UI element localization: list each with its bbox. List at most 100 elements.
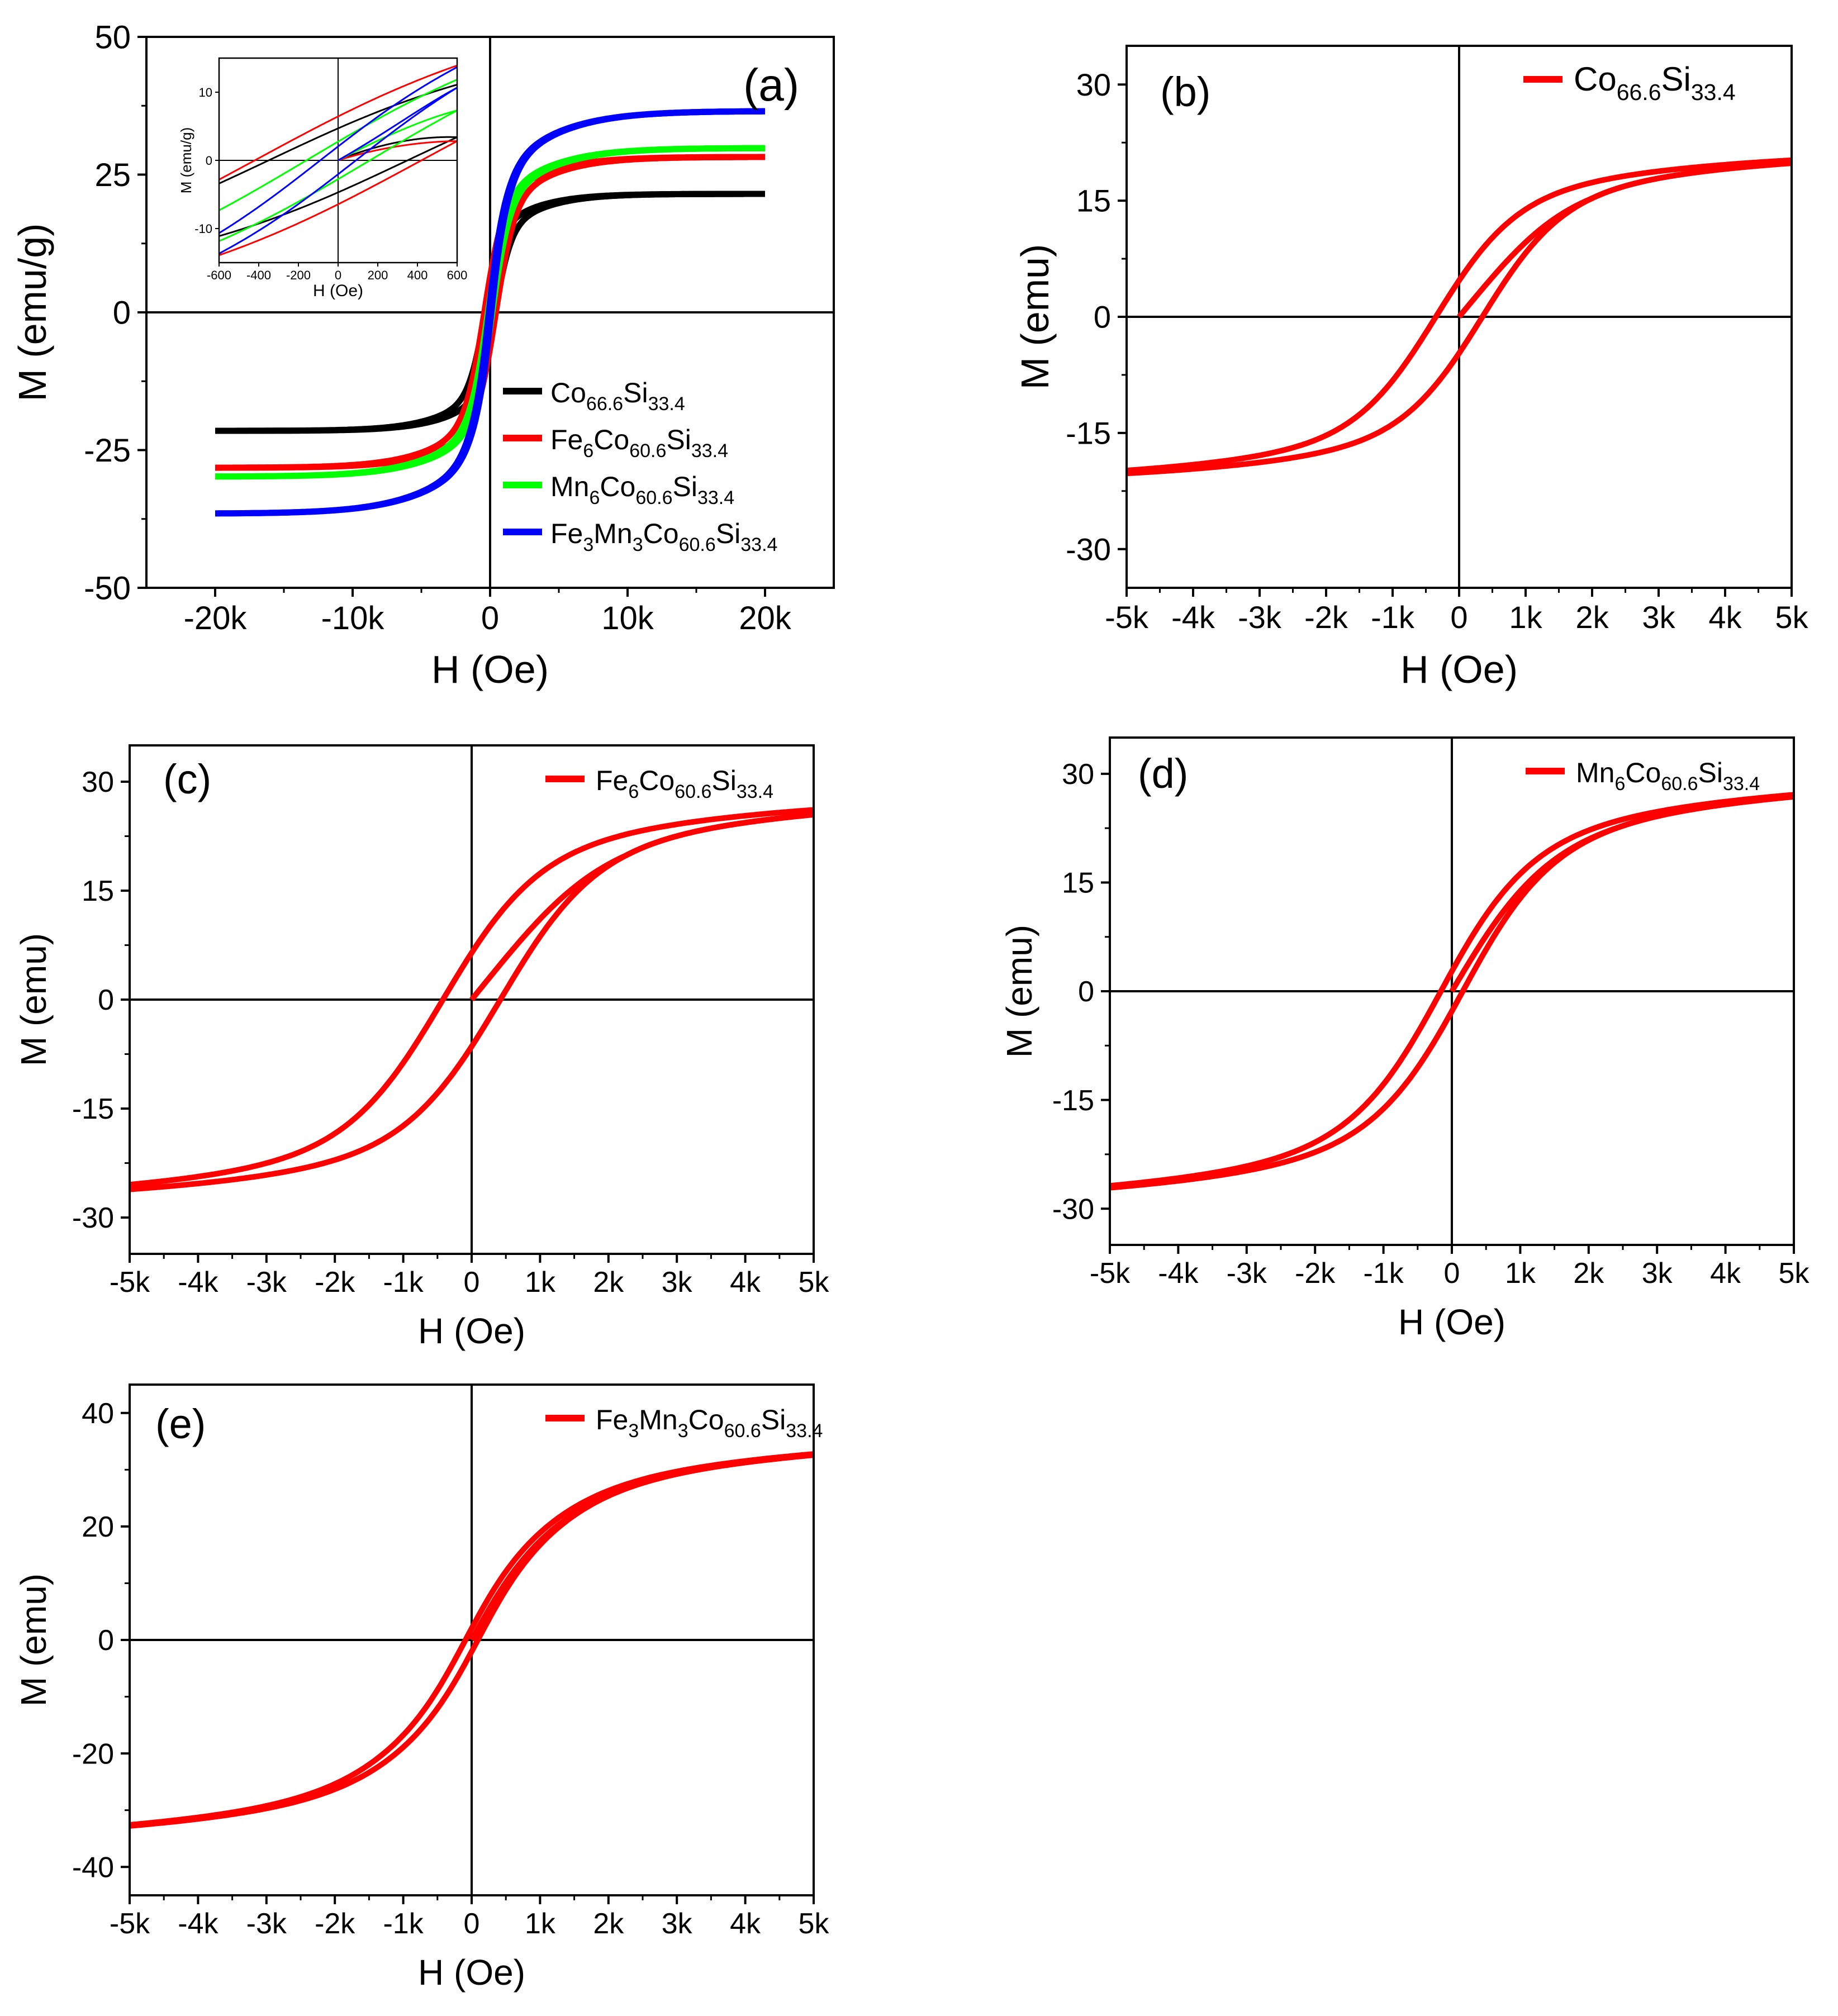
legend-label-part: Si [711, 765, 736, 796]
y-tick-label: -25 [84, 432, 131, 469]
legend-d: Mn6Co60.6Si33.4 [1526, 757, 1760, 795]
inset-series-line-initial [338, 140, 457, 161]
x-tick-label: 1k [1505, 1257, 1536, 1290]
x-axis-title: H (Oe) [418, 1952, 525, 1993]
x-axis-title: H (Oe) [1398, 1302, 1505, 1342]
inset-x-tick-label: 0 [335, 268, 341, 282]
x-tick-label: -2k [315, 1266, 355, 1299]
y-tick-label: 30 [82, 766, 114, 798]
x-tick-label: 1k [525, 1266, 556, 1299]
x-tick-label: -4k [178, 1266, 219, 1299]
legend-e: Fe3Mn3Co60.6Si33.4 [545, 1404, 823, 1442]
inset-series-line-descending [219, 84, 457, 184]
inset-series-line-descending [219, 79, 457, 211]
legend-label-part: Co [593, 424, 629, 455]
legend-label-part: 33.4 [740, 534, 777, 555]
legend-label-part: 66.6 [586, 393, 623, 415]
x-tick-label: 0 [1450, 600, 1467, 635]
inset-y-axis-title: M (emu/g) [178, 127, 194, 193]
series-line-initial [487, 145, 765, 313]
panel-label: (a) [743, 60, 799, 111]
x-tick-label: 1k [1509, 600, 1542, 635]
inset-x-tick-label: 600 [447, 268, 468, 282]
legend-label-part: Si [623, 377, 648, 408]
legend-label-part: Co [639, 765, 675, 796]
legend-label-part: 33.4 [691, 440, 728, 462]
y-tick-label: 15 [1062, 867, 1094, 900]
y-axis-title: M (emu) [13, 933, 54, 1066]
inset-series-line-ascending [219, 110, 457, 242]
legend-label: Fe6Co60.6Si33.4 [550, 424, 728, 462]
y-tick-label: 15 [82, 875, 114, 907]
x-tick-label: -20k [184, 600, 248, 636]
legend-label-part: Mn [550, 471, 589, 502]
x-tick-label: -5k [110, 1908, 150, 1940]
series-group [1110, 792, 1794, 1191]
legend-label-part: 33.4 [786, 1420, 823, 1442]
legend-label-part: 3 [633, 534, 643, 555]
legend-label-part: Co [1625, 757, 1661, 788]
legend-label-part: 33.4 [737, 781, 773, 802]
inset-series-group [219, 64, 457, 256]
inset-series-line-ascending [219, 136, 457, 237]
y-tick-label: -15 [1052, 1085, 1094, 1117]
legend-label-part: Fe [550, 424, 583, 455]
series-line-initial [469, 1452, 814, 1642]
x-tick-label: 5k [1779, 1257, 1810, 1290]
series-line-initial [469, 811, 814, 1002]
x-tick-label: 2k [1575, 600, 1609, 635]
legend-label: Fe6Co60.6Si33.4 [596, 765, 773, 802]
x-tick-label: -1k [1363, 1257, 1404, 1290]
legend-label-part: 3 [678, 1420, 688, 1442]
legend-label-part: Si [716, 518, 740, 549]
legend-label-part: Mn [593, 518, 632, 549]
series-line-initial [487, 191, 765, 313]
inset-x-tick-label: -400 [246, 268, 271, 282]
inset-y-tick-label: 0 [206, 154, 212, 168]
inset-x-tick-label: -600 [207, 268, 231, 282]
x-tick-label: -5k [1105, 600, 1149, 635]
x-tick-label: -10k [321, 600, 385, 636]
inset-x-tick-label: 200 [368, 268, 388, 282]
x-tick-label: -2k [1304, 600, 1348, 635]
panel-label: (c) [163, 756, 211, 802]
inset-y-tick-label: -10 [194, 222, 212, 236]
x-tick-label: 4k [1708, 600, 1742, 635]
inset-series-line-descending [219, 66, 457, 234]
x-tick-label: -2k [1295, 1257, 1336, 1290]
x-tick-label: -3k [246, 1266, 287, 1299]
y-tick-label: 0 [1094, 299, 1111, 335]
x-tick-label: -3k [1238, 600, 1282, 635]
x-tick-label: -2k [315, 1908, 355, 1940]
y-tick-label: 0 [113, 294, 131, 331]
series-group [130, 807, 814, 1192]
x-tick-label: 3k [1642, 600, 1675, 635]
series-group [1127, 157, 1792, 477]
inset-x-axis-title: H (Oe) [313, 282, 363, 300]
legend-label-part: 6 [1614, 773, 1625, 795]
x-tick-label: -4k [178, 1908, 219, 1940]
legend-label-part: 33.4 [697, 487, 734, 508]
series-line-initial [487, 108, 765, 313]
y-tick-label: -20 [72, 1738, 114, 1770]
inset-y-tick-label: 10 [199, 85, 212, 99]
legend-label-part: 33.4 [1723, 773, 1760, 795]
x-tick-label: 4k [1710, 1257, 1741, 1290]
series-group [130, 1451, 814, 1829]
legend-label-part: 6 [583, 440, 593, 462]
legend-label-part: 60.6 [675, 781, 711, 802]
series-line-descending [130, 807, 814, 1188]
legend-label: Mn6Co60.6Si33.4 [1576, 757, 1760, 795]
legend-label: Co66.6Si33.4 [550, 377, 685, 415]
inset-panel: -600 -400 -200 0 200 400 600 -10 0 10 H (Oe) M (emu… [178, 57, 468, 300]
x-tick-label: -3k [1227, 1257, 1267, 1290]
legend-label-part: Fe [596, 765, 628, 796]
legend-label-part: 66.6 [1617, 79, 1661, 105]
x-tick-label: 5k [799, 1266, 830, 1299]
legend-b: Co66.6Si33.4 [1523, 60, 1736, 105]
x-tick-label: 5k [799, 1908, 830, 1940]
y-tick-label: 0 [98, 1624, 114, 1657]
legend-label-part: 6 [589, 487, 600, 508]
inset-series-line-descending [219, 64, 457, 180]
